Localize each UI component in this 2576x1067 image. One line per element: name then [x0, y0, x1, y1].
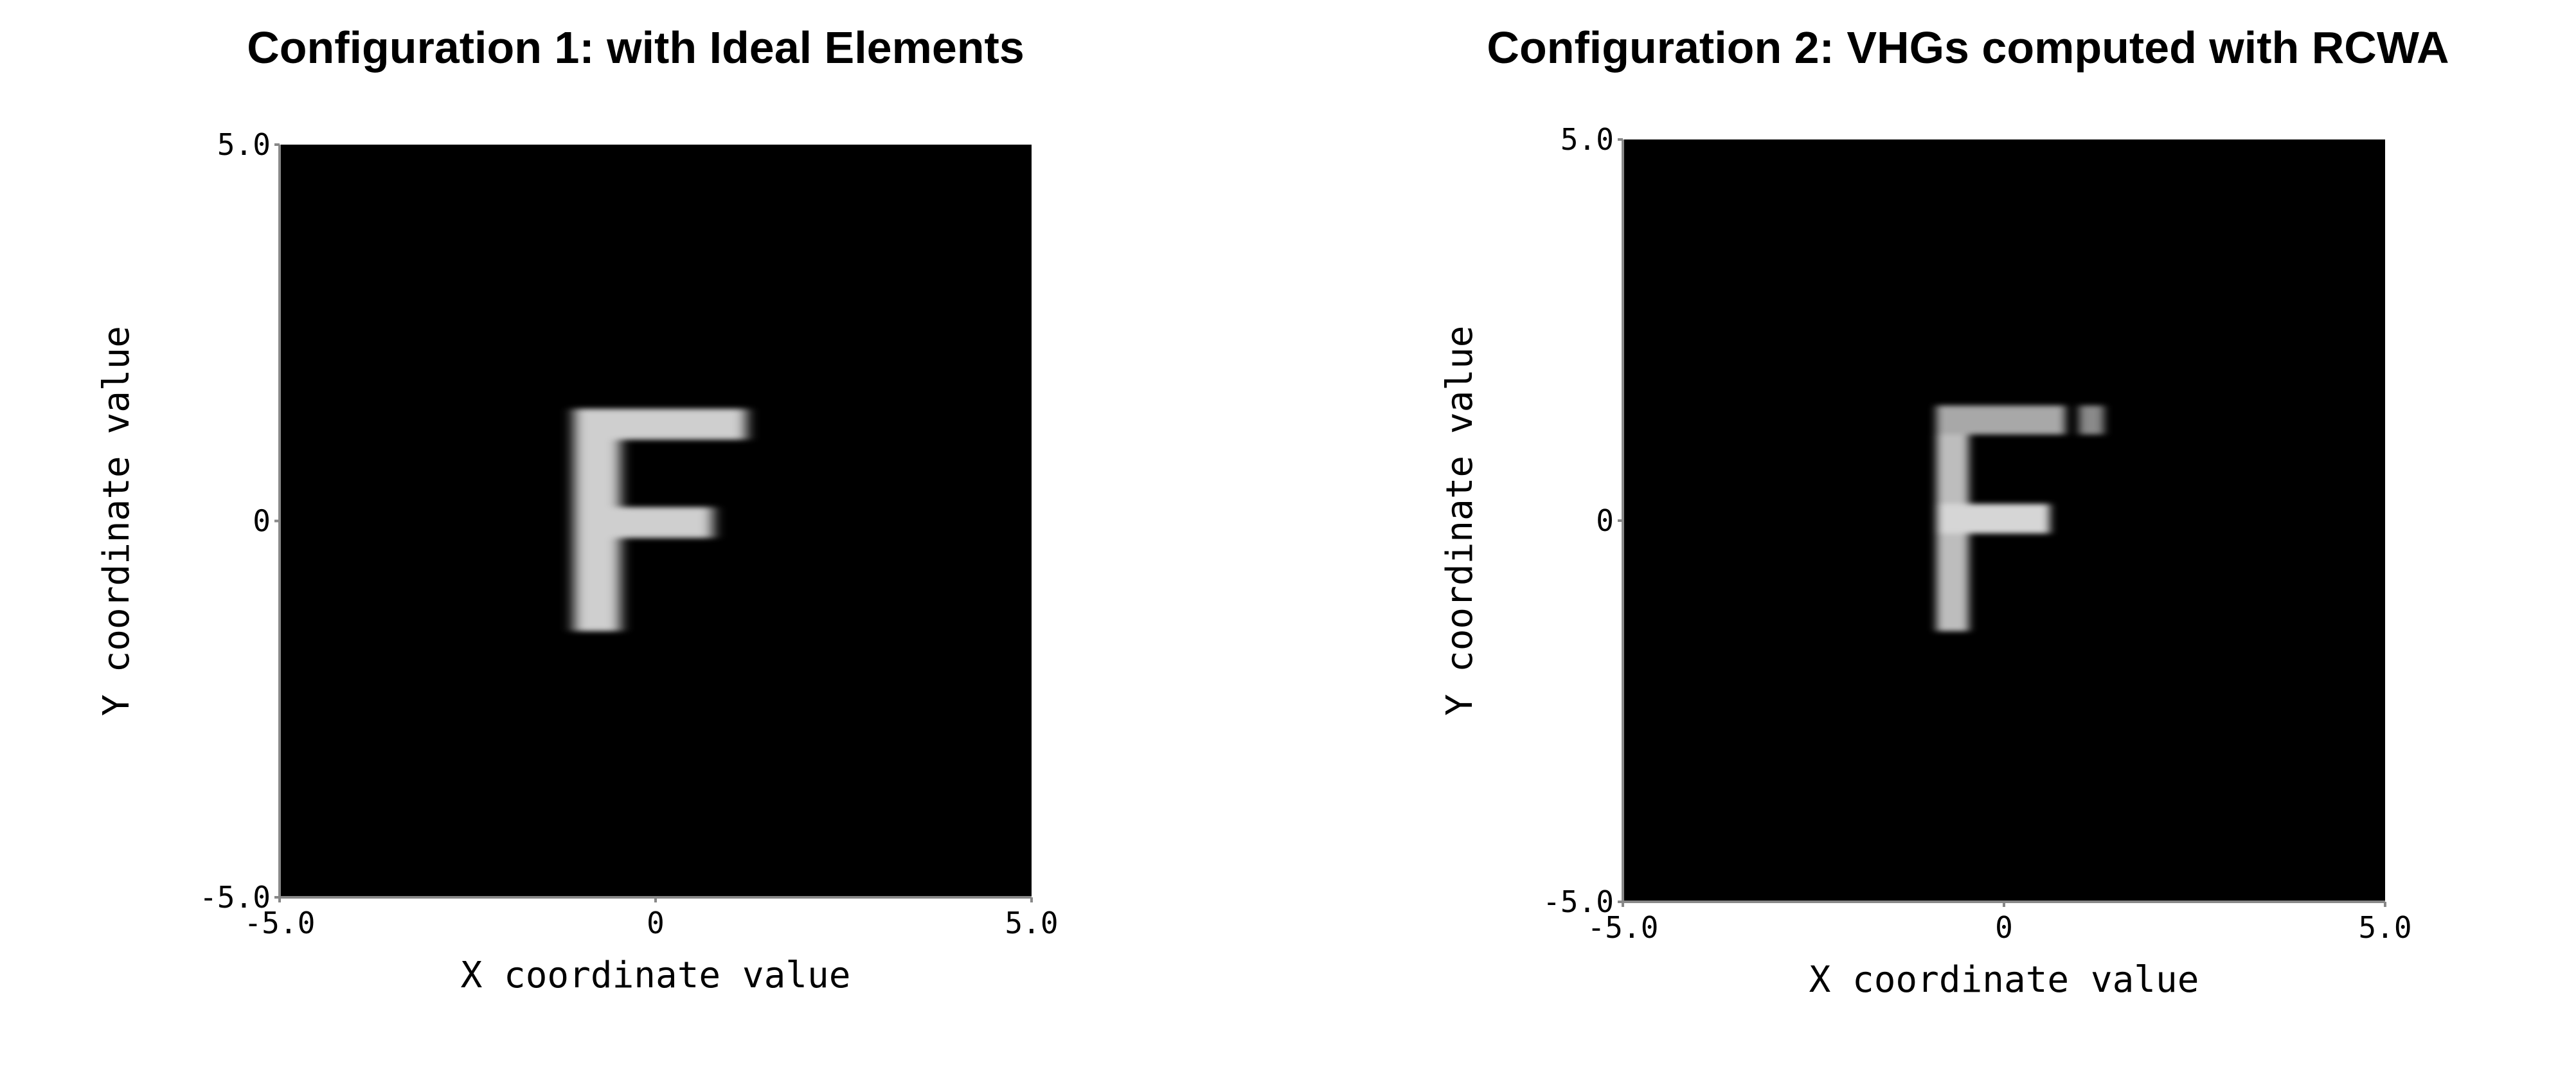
image-letter: [1936, 406, 2104, 631]
x-tick-label: 5.0: [2358, 910, 2411, 945]
x-tick-label: -5.0: [1588, 910, 1659, 945]
panel: Configuration 1: with Ideal Elements -5.0…: [96, 22, 1059, 996]
y-tick-label: 0: [253, 504, 271, 539]
x-tick-label: 0: [1995, 910, 2013, 945]
x-tick-label: -5.0: [244, 906, 316, 940]
y-tick-label: 5.0: [217, 127, 271, 162]
x-tick-label: 0: [647, 906, 665, 940]
image-letter: [574, 409, 746, 631]
chart-title: Configuration 2: VHGs computed with RCWA: [1487, 22, 2449, 73]
y-tick-label: 0: [1596, 503, 1614, 538]
panel: Configuration 2: VHGs computed with RCWA…: [1439, 22, 2449, 1001]
y-tick-label: -5.0: [199, 880, 271, 915]
y-axis-label: Y coordinate value: [1439, 326, 1481, 716]
x-tick-label: 5.0: [1005, 906, 1058, 940]
y-tick-label: 5.0: [1561, 122, 1614, 157]
x-axis-label: X coordinate value: [461, 955, 851, 996]
y-axis-label: Y coordinate value: [96, 326, 138, 716]
chart-title: Configuration 1: with Ideal Elements: [247, 22, 1024, 73]
y-tick-label: -5.0: [1543, 884, 1614, 919]
x-axis-label: X coordinate value: [1809, 959, 2199, 1001]
